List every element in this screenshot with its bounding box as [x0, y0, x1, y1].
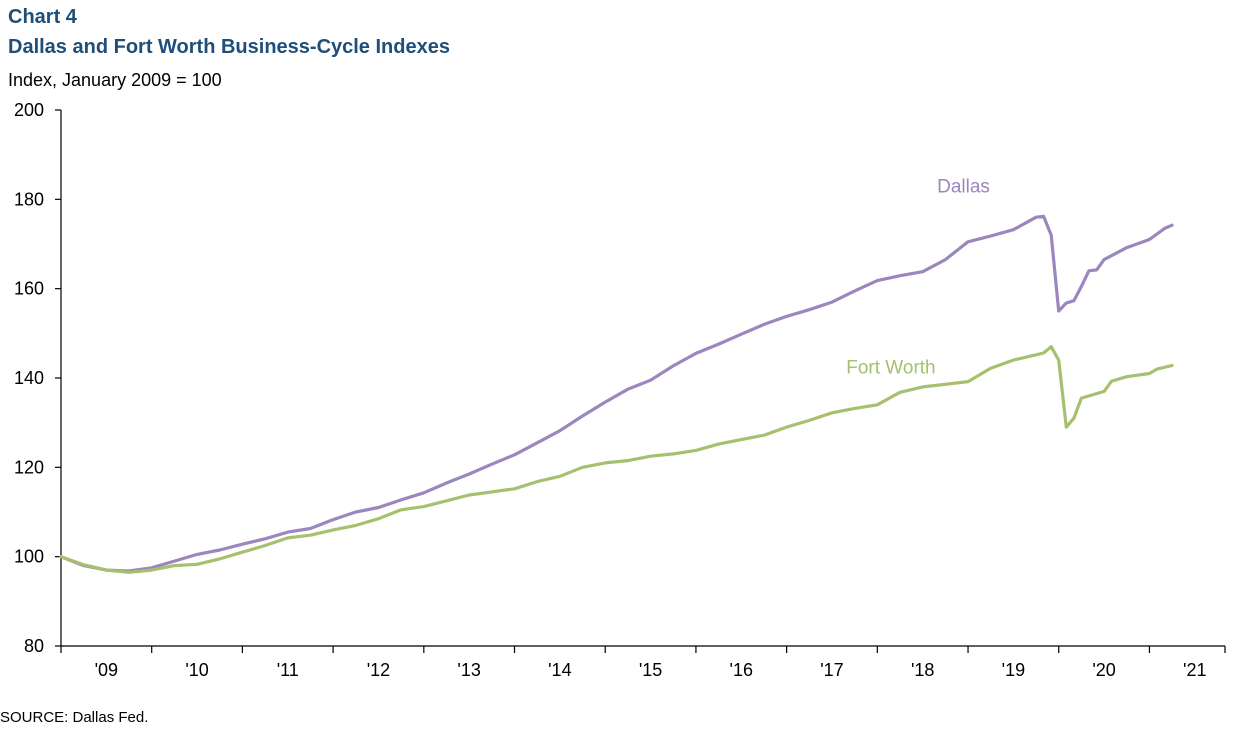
x-tick-label: '13 [457, 660, 480, 680]
x-tick-label: '15 [639, 660, 662, 680]
chart-number: Chart 4 [8, 6, 77, 28]
fort-worth-series-label: Fort Worth [846, 358, 935, 379]
x-tick-label: '17 [820, 660, 843, 680]
x-tick-label: '20 [1092, 660, 1115, 680]
y-tick-label: 80 [24, 636, 44, 656]
chart-axes: 80 100 120 140 160 180 200 '09 '10 '11 '12 '13 '14 '1… [14, 100, 1226, 680]
x-tick-label: '18 [911, 660, 934, 680]
x-tick-label: '10 [185, 660, 208, 680]
y-tick-label: 120 [14, 457, 44, 477]
y-tick-label: 100 [14, 547, 44, 567]
x-tick-label: '16 [730, 660, 753, 680]
dallas-line [59, 214, 1174, 573]
fort-worth-line [59, 345, 1174, 574]
x-tick-label: '14 [548, 660, 571, 680]
x-tick-label: '12 [367, 660, 390, 680]
dallas-series-label: Dallas [937, 177, 990, 198]
x-tick-label: '09 [95, 660, 118, 680]
x-tick-label: '19 [1002, 660, 1025, 680]
y-tick-label: 160 [14, 279, 44, 299]
source-note: SOURCE: Dallas Fed. [0, 709, 149, 726]
y-axis-label: Index, January 2009 = 100 [8, 70, 222, 90]
x-tick-label: '11 [277, 660, 299, 680]
x-tick-label: '21 [1183, 660, 1206, 680]
chart-title: Dallas and Fort Worth Business-Cycle Ind… [8, 36, 450, 58]
y-tick-label: 140 [14, 368, 44, 388]
chart-series [59, 214, 1174, 574]
series-labels: Dallas Fort Worth [846, 177, 990, 379]
y-tick-label: 200 [14, 100, 44, 120]
y-tick-label: 180 [14, 189, 44, 209]
